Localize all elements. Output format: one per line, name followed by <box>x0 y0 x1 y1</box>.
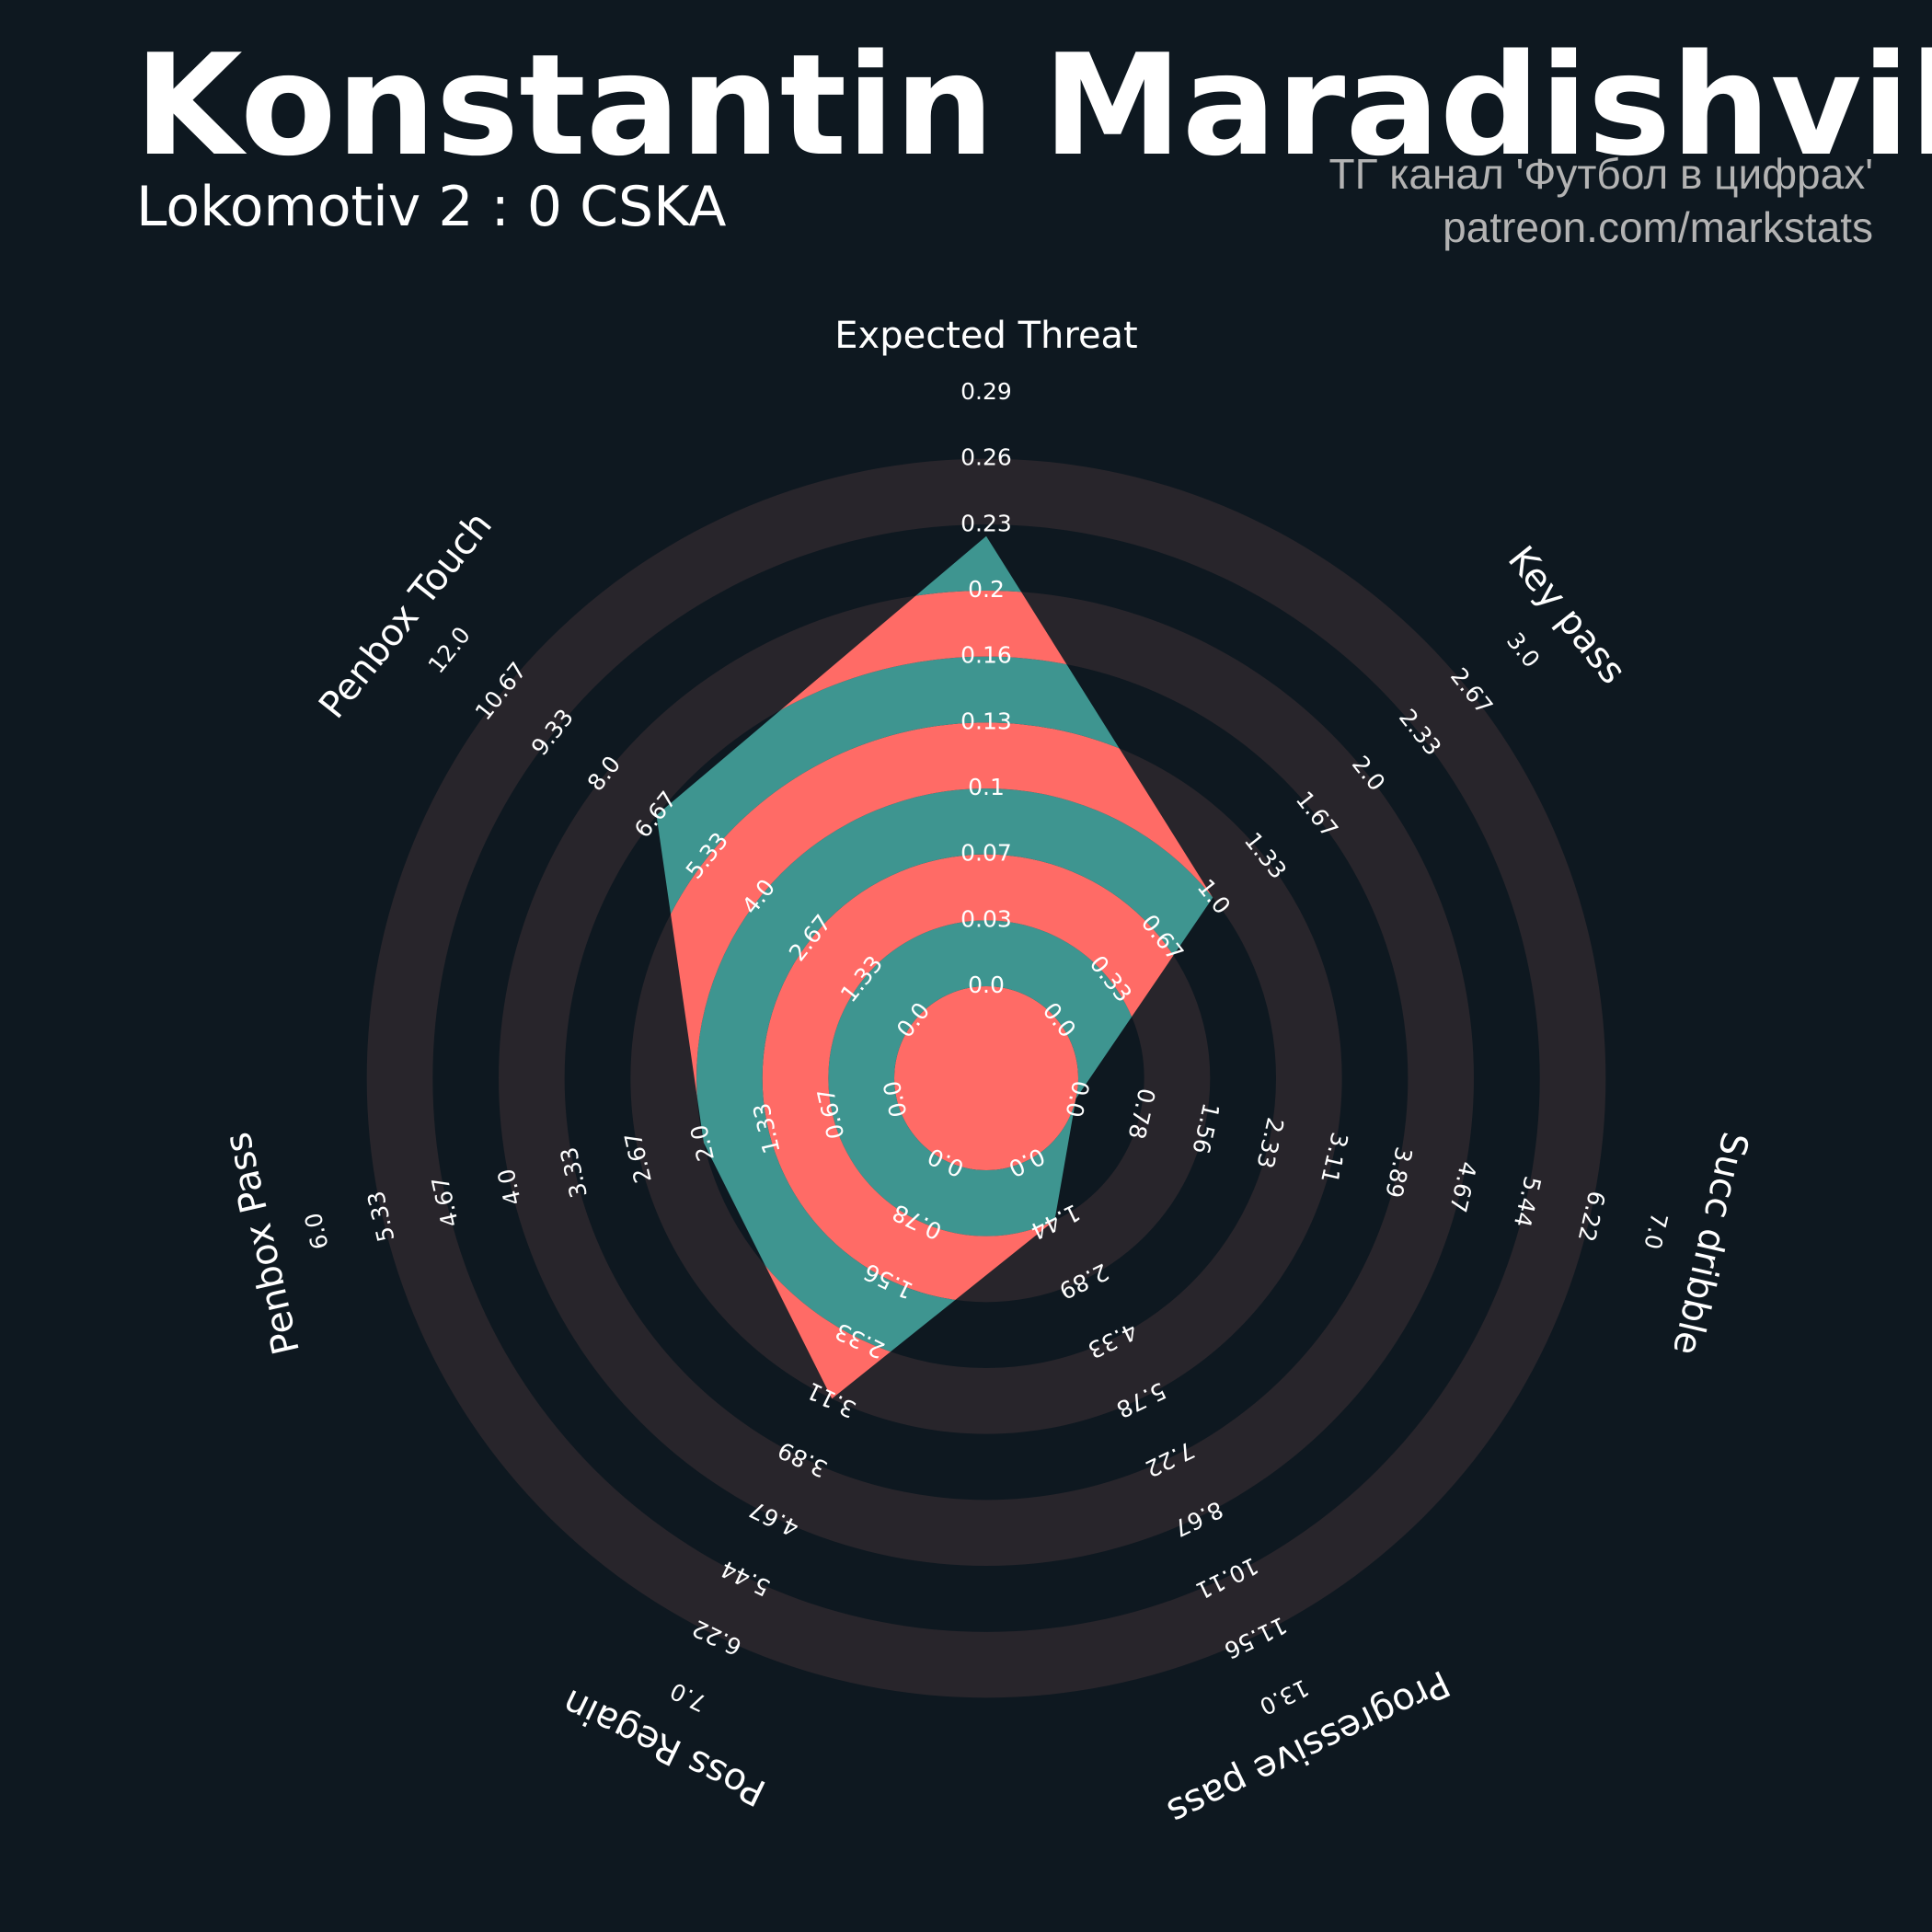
match-subtitle: Lokomotiv 2 : 0 CSKA <box>136 175 727 239</box>
player-name-title: Konstantin Maradishvili <box>134 24 1932 187</box>
player-area-band <box>828 920 1144 1236</box>
radar-tick-label: 0.26 <box>960 444 1012 471</box>
credits: ТГ канал 'Футбол в цифрах' patreon.com/m… <box>1328 147 1873 254</box>
radar-tick-label: 3.0 <box>1501 627 1545 673</box>
radar-param-label: Penbox Pass <box>216 1128 308 1358</box>
radar-tick-label: 12.0 <box>423 622 476 679</box>
radar-tick-label: 0.1 <box>968 774 1005 800</box>
radar-tick-label: 13.0 <box>1256 1673 1314 1719</box>
radar-tick-label: 0.13 <box>960 707 1012 734</box>
credits-patreon: patreon.com/markstats <box>1443 203 1873 251</box>
radar-tick-label: 0.29 <box>960 378 1012 405</box>
radar-tick-label: 0.16 <box>960 642 1012 669</box>
radar-tick-label: 0.2 <box>968 576 1005 603</box>
radar-param-label: Penbox Touch <box>311 504 500 727</box>
radar-param-label: Key pass <box>1500 538 1634 692</box>
player-center-disk <box>894 986 1078 1170</box>
radar-param-label: Succ dribble <box>1664 1128 1756 1359</box>
radar-tick-label: 6.0 <box>300 1211 334 1252</box>
radar-tick-label: 7.0 <box>666 1677 710 1717</box>
radar-tick-label: 0.23 <box>960 510 1012 536</box>
radar-tick-label: 0.03 <box>960 905 1012 932</box>
radar-tick-label: 7.0 <box>1639 1211 1673 1252</box>
radar-tick-label: 0.07 <box>960 840 1012 867</box>
radar-param-label: Expected Threat <box>834 315 1138 357</box>
radar-param-label: Poss Regain <box>556 1681 772 1814</box>
radar-tick-label: 0.0 <box>968 972 1005 998</box>
credits-channel: ТГ канал 'Футбол в цифрах' <box>1328 150 1873 198</box>
